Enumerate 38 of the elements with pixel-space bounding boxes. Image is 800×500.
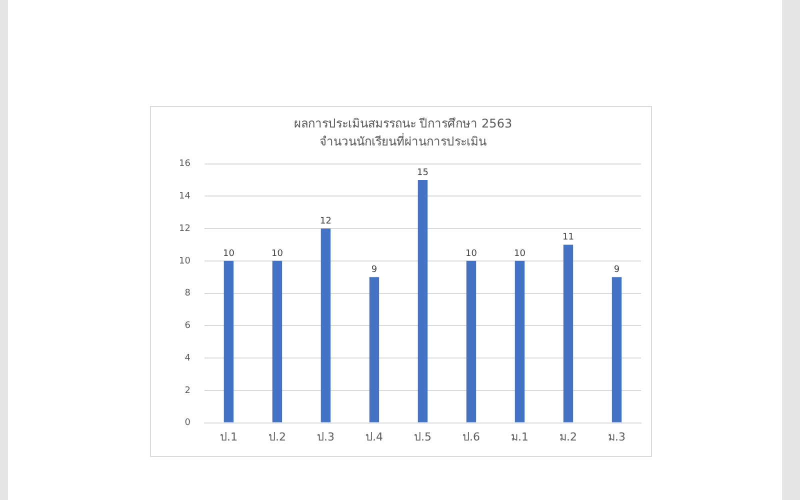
y-tick-label: 8 xyxy=(184,288,191,299)
data-label: 15 xyxy=(417,168,428,178)
bar xyxy=(418,180,428,422)
bar xyxy=(320,228,331,422)
y-tick-label: 14 xyxy=(179,192,191,202)
y-tick-label: 12 xyxy=(179,224,190,234)
bar xyxy=(563,244,574,422)
y-tick-label: 4 xyxy=(184,353,191,364)
data-label: 9 xyxy=(371,264,378,275)
data-label: 10 xyxy=(271,248,284,259)
x-tick-label: ม.3 xyxy=(608,430,626,444)
x-tick-label: ป.2 xyxy=(268,430,286,444)
y-tick-label: 6 xyxy=(184,321,191,332)
bar xyxy=(369,277,380,422)
y-tick-label: 0 xyxy=(184,418,191,428)
x-tick-label: ม.2 xyxy=(559,430,577,444)
bar xyxy=(224,260,234,422)
x-tick-label: ป.4 xyxy=(365,430,383,444)
bar xyxy=(272,260,282,422)
chart-title: ผลการประเมินสมรรถนะ ปีการศึกษา 2563 xyxy=(294,116,512,130)
chart-subtitle: จำนวนนักเรียนที่ผ่านการประเมิน xyxy=(320,132,486,149)
bar xyxy=(514,260,525,422)
data-label: 9 xyxy=(614,264,620,275)
data-label: 10 xyxy=(222,248,235,259)
y-tick-label: 2 xyxy=(184,386,190,396)
x-tick-label: ม.1 xyxy=(510,430,528,444)
x-tick-label: ป.6 xyxy=(462,430,480,444)
y-tick-label: 16 xyxy=(179,159,191,170)
x-tick-label: ป.1 xyxy=(220,430,238,444)
data-label: 11 xyxy=(562,232,574,243)
y-tick-label: 10 xyxy=(179,256,191,266)
x-tick-label: ป.3 xyxy=(316,430,334,444)
data-label: 10 xyxy=(466,248,478,259)
bar xyxy=(466,260,476,422)
x-tick-label: ป.5 xyxy=(414,430,432,444)
data-label: 10 xyxy=(514,248,526,259)
bar xyxy=(612,277,622,422)
data-label: 12 xyxy=(320,216,332,226)
